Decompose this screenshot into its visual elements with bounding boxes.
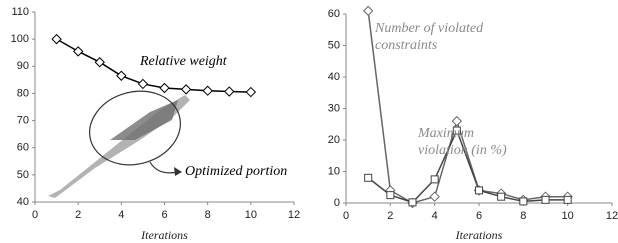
y-tick-label: 110 [11, 6, 29, 18]
diamond-marker [160, 84, 169, 93]
x-tick-label: 8 [520, 210, 526, 222]
square-marker [387, 192, 394, 199]
y-tick-label: 40 [328, 71, 340, 83]
diamond-marker [182, 85, 191, 94]
y-tick-label: 50 [17, 169, 29, 181]
y-tick-label: 100 [11, 33, 29, 45]
annotation: violation (in %) [418, 143, 507, 158]
x-axis-title: Iterations [140, 228, 188, 242]
y-tick-label: 60 [17, 142, 29, 154]
x-tick-label: 2 [75, 209, 81, 221]
square-marker [520, 198, 527, 205]
diamond-marker [74, 47, 83, 56]
x-tick-label: 12 [606, 210, 618, 222]
x-tick-label: 10 [562, 210, 574, 222]
x-tick-label: 12 [288, 209, 300, 221]
x-tick-label: 8 [205, 209, 211, 221]
diamond-marker [430, 192, 439, 201]
y-tick-label: 0 [334, 197, 340, 209]
x-axis-title: Iterations [455, 228, 503, 242]
diamond-marker [452, 117, 461, 126]
y-tick-label: 70 [17, 114, 29, 126]
square-marker [564, 196, 571, 203]
square-marker [498, 193, 505, 200]
diamond-marker [95, 58, 104, 67]
square-marker [476, 187, 483, 194]
y-tick-label: 90 [17, 60, 29, 72]
annotation: Number of violated [374, 21, 484, 36]
x-tick-label: 0 [32, 209, 38, 221]
x-tick-label: 6 [476, 210, 482, 222]
figure: 405060708090100110024681012IterationsRel… [0, 0, 618, 243]
annotation: constraints [375, 38, 438, 53]
y-tick-label: 40 [17, 196, 29, 208]
y-tick-label: 80 [17, 87, 29, 99]
annotation: Optimized portion [185, 164, 287, 179]
diamond-marker [203, 86, 212, 95]
diamond-marker [52, 35, 61, 44]
x-tick-label: 0 [343, 210, 349, 222]
y-tick-label: 10 [328, 165, 340, 177]
y-tick-label: 50 [328, 39, 340, 51]
series-line [368, 131, 568, 203]
wing-illustration [48, 81, 190, 198]
annotation: Relative weight [139, 54, 228, 69]
x-tick-label: 6 [161, 209, 167, 221]
diamond-marker [138, 79, 147, 88]
y-tick-label: 30 [328, 102, 340, 114]
x-tick-label: 10 [245, 209, 257, 221]
square-marker [409, 199, 416, 206]
x-tick-label: 2 [387, 210, 393, 222]
diamond-marker [246, 88, 255, 97]
y-tick-label: 60 [328, 8, 340, 20]
diamond-marker [225, 87, 234, 96]
square-marker [542, 196, 549, 203]
x-tick-label: 4 [432, 210, 438, 222]
diamond-marker [364, 6, 373, 15]
square-marker [431, 176, 438, 183]
diamond-marker [117, 71, 126, 80]
square-marker [365, 174, 372, 181]
y-tick-label: 20 [328, 134, 340, 146]
x-tick-label: 4 [118, 209, 124, 221]
annotation: Maximum [417, 126, 474, 141]
